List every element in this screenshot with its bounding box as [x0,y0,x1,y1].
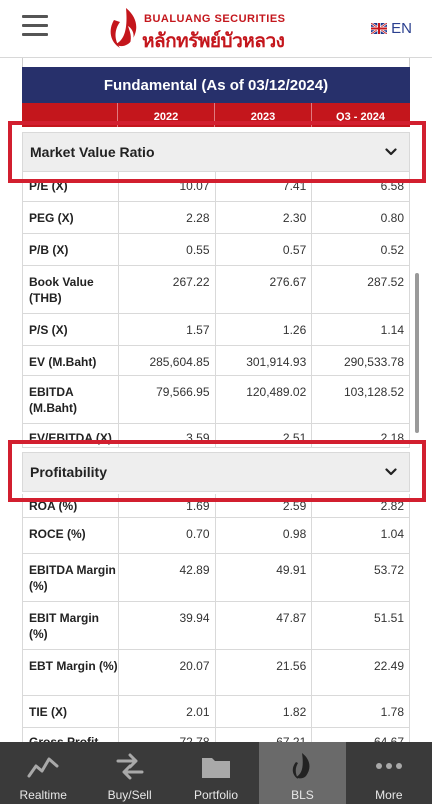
hamburger-menu-icon[interactable] [22,15,48,37]
column-q3-2024: Q3 - 2024 [336,111,385,123]
table-row: P/B (X) 0.55 0.57 0.52 [22,234,410,266]
more-dots-icon [375,763,402,769]
table-row: P/S (X) 1.57 1.26 1.14 [22,314,410,346]
table-row: EBT Margin (%) 20.07 21.56 22.49 [22,650,410,696]
table-row: PEG (X) 2.28 2.30 0.80 [22,202,410,234]
bls-logo-icon [293,753,310,779]
section-title: Market Value Ratio [30,144,155,160]
bualuang-logo[interactable]: BUALUANG SECURITIES หลักทรัพย์บัวหลวง [106,4,336,52]
lotus-logo-icon [110,8,137,48]
column-2023: 2023 [215,103,312,127]
vertical-scrollbar[interactable] [415,273,419,433]
realtime-chart-icon [27,757,59,778]
column-header-row: 2022 2023 Q3 - 2024 [22,103,410,127]
table-row: Gross Profit 72.78 67.21 64.67 [22,728,410,742]
nav-portfolio[interactable]: Portfolio [173,742,259,804]
nav-bls[interactable]: BLS [259,742,346,804]
logo-english-text: BUALUANG SECURITIES [144,13,286,25]
language-code: EN [391,20,412,37]
section-profitability[interactable]: Profitability [22,452,410,492]
logo-thai-text: หลักทรัพย์บัวหลวง [142,31,285,52]
section-market-value-ratio[interactable]: Market Value Ratio [22,132,410,172]
table-row: EV (M.Baht) 285,604.85 301,914.93 290,53… [22,346,410,376]
language-switch[interactable]: EN [371,20,412,37]
chevron-down-icon [385,468,397,476]
fundamental-scroll-area[interactable]: Fundamental (As of 03/12/2024) 2022 2023… [0,58,432,742]
chevron-down-icon [385,148,397,156]
folder-icon [202,758,231,778]
table-row: P/E (X) 10.07 7.41 6.58 [22,172,410,202]
table-row: Book Value (THB) 267.22 276.67 287.52 [22,266,410,314]
table-row: ROCE (%) 0.70 0.98 1.04 [22,518,410,554]
uk-flag-icon [371,23,388,34]
top-header: BUALUANG SECURITIES หลักทรัพย์บัวหลวง EN [0,0,432,58]
buy-sell-arrows-icon [116,753,144,780]
table-row: EV/EBITDA (X) 3.59 2.51 2.18 [22,424,410,448]
table-row: EBITDA (M.Baht) 79,566.95 120,489.02 103… [22,376,410,424]
table-title: Fundamental (As of 03/12/2024) [22,67,410,103]
section-title: Profitability [30,464,108,480]
table-row: ROA (%) 1.69 2.59 2.82 [22,494,410,518]
column-2022: 2022 [118,103,215,127]
table-row: TIE (X) 2.01 1.82 1.78 [22,696,410,728]
nav-more[interactable]: More [346,742,432,804]
nav-realtime[interactable]: Realtime [0,742,86,804]
nav-buy-sell[interactable]: Buy/Sell [86,742,172,804]
bottom-navigation: Realtime Buy/Sell Portfolio BLS [0,742,432,804]
table-row: EBIT Margin (%) 39.94 47.87 51.51 [22,602,410,650]
table-row: EBITDA Margin (%) 42.89 49.91 53.72 [22,554,410,602]
